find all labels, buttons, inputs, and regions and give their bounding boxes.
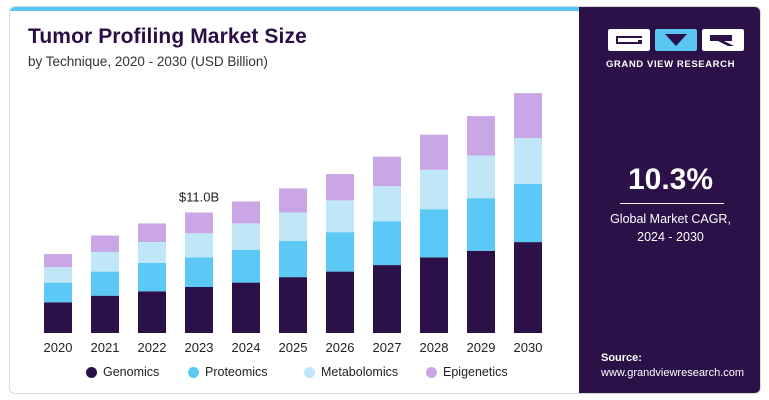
x-tick-label-2030: 2030 [514, 340, 543, 355]
cagr-label-line1: Global Market CAGR, [610, 212, 731, 226]
bar-proteomics-2025 [279, 241, 307, 278]
bar-epigenetics-2028 [420, 134, 448, 170]
logo-g-icon [608, 29, 650, 51]
x-tick-label-2027: 2027 [373, 340, 402, 355]
x-tick-label-2028: 2028 [420, 340, 449, 355]
cagr-value: 10.3% [627, 163, 714, 196]
chart-frame: Tumor Profiling Market Size by Technique… [9, 6, 761, 394]
cagr-label: Global Market CAGR, 2024 - 2030 [579, 210, 760, 246]
bar-metabolomics-2026 [326, 200, 354, 233]
legend-item-epigenetics: Epigenetics [426, 362, 508, 382]
x-tick-label-2025: 2025 [279, 340, 308, 355]
bar-genomics-2030 [514, 242, 542, 333]
legend-item-proteomics: Proteomics [188, 362, 268, 382]
bar-epigenetics-2025 [279, 188, 307, 213]
bar-epigenetics-2030 [514, 93, 542, 138]
bar-metabolomics-2020 [44, 267, 72, 283]
bar-genomics-2027 [373, 265, 401, 333]
chart-subtitle: by Technique, 2020 - 2030 (USD Billion) [28, 54, 268, 69]
chart-plot: 2020 2021 2022 2023 $11.0B 2024 2025 2026 2027 20… [44, 93, 543, 355]
bar-genomics-2020 [44, 302, 72, 333]
bar-genomics-2021 [91, 295, 119, 333]
bar-epigenetics-2024 [232, 201, 260, 224]
bar-metabolomics-2030 [514, 138, 542, 184]
bar-epigenetics-2023 [185, 212, 213, 234]
x-tick-label-2021: 2021 [91, 340, 120, 355]
source-url[interactable]: www.grandviewresearch.com [601, 367, 745, 379]
bar-epigenetics-2029 [467, 116, 495, 156]
bar-metabolomics-2028 [420, 169, 448, 210]
bar-proteomics-2026 [326, 232, 354, 272]
legend-label-metabolomics: Metabolomics [321, 365, 399, 379]
brand-name: GRAND VIEW RESEARCH [605, 59, 736, 70]
bar-proteomics-2024 [232, 249, 260, 283]
bar-genomics-2023 [185, 287, 213, 333]
legend-item-metabolomics: Metabolomics [304, 362, 398, 382]
legend-label-proteomics: Proteomics [205, 365, 268, 379]
legend-swatch-metabolomics [304, 366, 315, 378]
bar-genomics-2028 [420, 257, 448, 333]
legend-swatch-genomics [86, 366, 97, 378]
sidebar-panel: GRAND VIEW RESEARCH 10.3% Global Market … [579, 7, 760, 393]
x-tick-label-2029: 2029 [467, 340, 496, 355]
legend-swatch-proteomics [188, 366, 199, 378]
bar-proteomics-2027 [373, 221, 401, 265]
bar-metabolomics-2023 [185, 233, 213, 258]
bar-genomics-2026 [326, 271, 354, 333]
x-tick-label-2026: 2026 [326, 340, 355, 355]
bar-genomics-2024 [232, 282, 260, 333]
bar-genomics-2029 [467, 250, 495, 333]
x-tick-label-2024: 2024 [232, 340, 261, 355]
chart-title: Tumor Profiling Market Size [28, 25, 307, 48]
logo-v-icon [655, 29, 697, 51]
bar-proteomics-2029 [467, 198, 495, 251]
bar-epigenetics-2020 [44, 254, 72, 268]
bar-metabolomics-2024 [232, 223, 260, 250]
bar-metabolomics-2029 [467, 155, 495, 199]
x-tick-label-2022: 2022 [138, 340, 167, 355]
legend-item-genomics: Genomics [86, 362, 159, 382]
bar-epigenetics-2027 [373, 156, 401, 187]
chart-legend: Genomics Proteomics Metabolomics Epigenetic… [10, 362, 588, 384]
bar-proteomics-2020 [44, 282, 72, 303]
brand-logo [608, 29, 744, 53]
bar-metabolomics-2021 [91, 251, 119, 272]
bar-epigenetics-2022 [138, 223, 166, 242]
bar-metabolomics-2022 [138, 242, 166, 263]
x-tick-label-2020: 2020 [44, 340, 73, 355]
x-tick-label-2023: 2023 [185, 340, 214, 355]
bar-proteomics-2028 [420, 209, 448, 258]
bar-metabolomics-2025 [279, 212, 307, 241]
bar-epigenetics-2021 [91, 235, 119, 252]
bar-proteomics-2021 [91, 271, 119, 296]
accent-strip [10, 7, 588, 11]
bar-genomics-2022 [138, 291, 166, 333]
source-label: Source: [601, 352, 642, 364]
legend-swatch-epigenetics [426, 366, 437, 378]
legend-label-genomics: Genomics [103, 365, 160, 379]
bar-epigenetics-2026 [326, 174, 354, 201]
bar-proteomics-2023 [185, 257, 213, 287]
logo-r-icon [702, 29, 744, 51]
bar-metabolomics-2027 [373, 186, 401, 222]
bar-proteomics-2022 [138, 262, 166, 292]
bar-genomics-2025 [279, 277, 307, 333]
cagr-divider [620, 203, 724, 204]
legend-label-epigenetics: Epigenetics [443, 365, 508, 379]
bar-proteomics-2030 [514, 184, 542, 243]
cagr-label-line2: 2024 - 2030 [637, 230, 704, 244]
annotation-label-2023: $11.0B [179, 190, 219, 205]
